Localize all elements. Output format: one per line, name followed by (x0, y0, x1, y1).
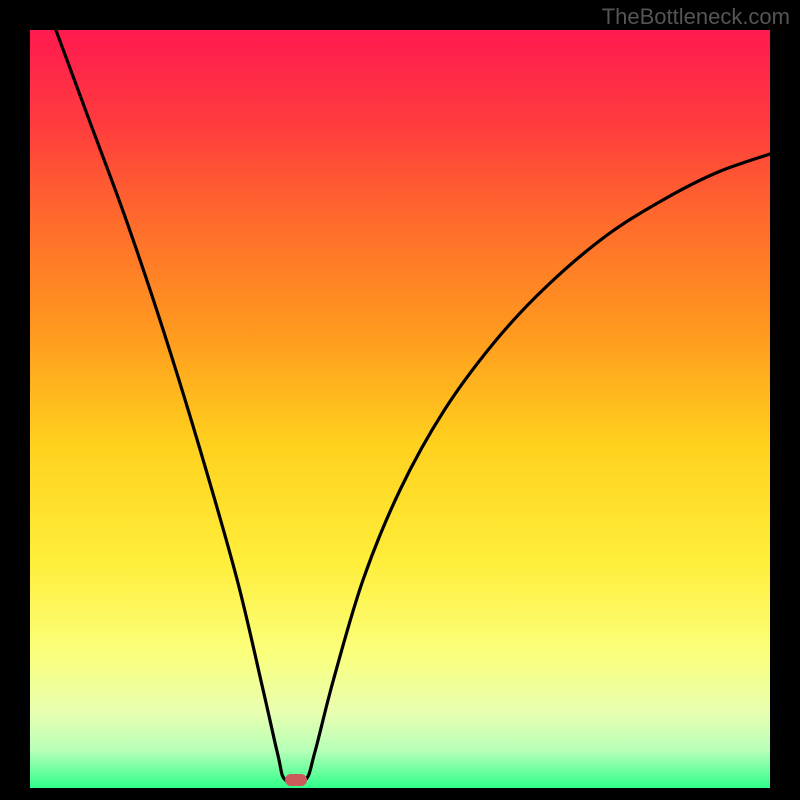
plot-area (30, 30, 770, 788)
vertex-marker (285, 774, 307, 786)
watermark-text: TheBottleneck.com (602, 4, 790, 30)
chart-container: TheBottleneck.com (0, 0, 800, 800)
